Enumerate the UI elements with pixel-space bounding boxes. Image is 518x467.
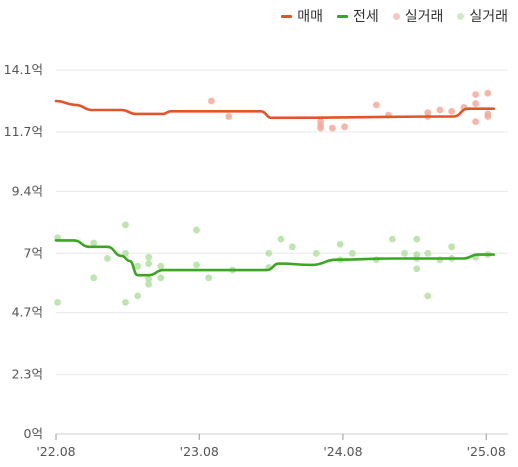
actual-trade-point <box>157 274 165 282</box>
actual-trade-point <box>145 280 153 288</box>
legend-jeonse-actual-swatch <box>457 12 465 20</box>
actual-trade-dots <box>54 89 492 306</box>
actual-trade-point <box>328 124 336 132</box>
actual-trade-point <box>436 106 444 114</box>
legend-jeonse-actual-label: 실거래 <box>469 9 508 25</box>
actual-trade-point <box>193 261 200 269</box>
legend-sale-swatch <box>281 14 293 18</box>
actual-trade-point <box>484 113 492 120</box>
x-tick-label: '24.08 <box>323 444 362 459</box>
y-tick-label: 4.7억 <box>12 305 43 320</box>
x-tick-label: '25.08 <box>467 444 506 459</box>
actual-trade-point <box>336 240 344 248</box>
chart-legend: 매매 전세 실거래 실거래 <box>281 6 508 26</box>
actual-trade-point <box>145 260 153 268</box>
actual-trade-point <box>401 249 408 257</box>
legend-jeonse-swatch <box>336 14 348 18</box>
y-axis-ticks: 0억 2.3억 4.7억 7억 9.4억 11.7억 14.1억 <box>4 62 43 441</box>
actual-trade-point <box>134 292 142 300</box>
actual-trade-point <box>472 118 480 126</box>
actual-trade-point <box>122 298 129 306</box>
actual-trade-point <box>389 235 396 243</box>
actual-trade-point <box>157 262 165 270</box>
actual-trade-point <box>122 249 129 257</box>
y-tick-label: 7억 <box>24 245 43 260</box>
actual-trade-point <box>348 249 356 257</box>
legend-jeonse-label: 전세 <box>352 9 379 25</box>
actual-trade-point <box>90 274 98 282</box>
actual-trade-point <box>317 124 324 132</box>
actual-trade-point <box>225 113 233 120</box>
actual-trade-point <box>54 298 61 306</box>
legend-item-sale[interactable]: 매매 <box>281 6 323 26</box>
actual-trade-point <box>208 97 215 105</box>
actual-trade-point <box>448 243 456 251</box>
actual-trade-point <box>104 255 111 262</box>
x-tick-label: '23.08 <box>180 444 219 459</box>
series-line-jeonse <box>54 239 495 277</box>
series-line-sale <box>54 99 495 120</box>
actual-trade-point <box>145 253 153 261</box>
actual-trade-point <box>193 226 200 234</box>
actual-trade-point <box>484 89 492 97</box>
actual-trade-point <box>90 239 98 247</box>
legend-item-sale-actual[interactable]: 실거래 <box>392 6 444 26</box>
legend-sale-actual-swatch <box>392 12 400 20</box>
actual-trade-point <box>288 243 296 251</box>
price-lines <box>54 99 495 277</box>
actual-trade-point <box>448 107 456 115</box>
y-tick-label: 11.7억 <box>4 124 43 139</box>
y-tick-label: 2.3억 <box>12 367 43 382</box>
x-tick-label: '22.08 <box>36 444 75 459</box>
actual-trade-point <box>134 262 142 270</box>
actual-trade-point <box>472 100 480 107</box>
actual-trade-point <box>205 274 213 282</box>
actual-trade-point <box>145 275 153 283</box>
actual-trade-point <box>341 123 348 131</box>
actual-trade-point <box>312 249 320 257</box>
y-tick-label: 0억 <box>24 426 43 441</box>
actual-trade-point <box>413 235 421 243</box>
actual-trade-point <box>265 249 273 257</box>
actual-trade-point <box>424 292 432 300</box>
actual-trade-point <box>277 235 285 243</box>
legend-item-jeonse-actual[interactable]: 실거래 <box>457 6 508 26</box>
actual-trade-point <box>472 91 480 98</box>
actual-trade-point <box>372 101 380 109</box>
actual-trade-point <box>413 265 421 273</box>
actual-trade-point <box>122 221 129 229</box>
legend-sale-label: 매매 <box>297 9 323 25</box>
y-tick-label: 9.4억 <box>12 183 43 198</box>
grid-layer <box>56 69 508 435</box>
y-tick-label: 14.1억 <box>4 62 43 77</box>
legend-sale-actual-label: 실거래 <box>404 9 444 25</box>
legend-item-jeonse[interactable]: 전세 <box>336 6 379 26</box>
actual-trade-point <box>424 249 432 257</box>
x-axis-ticks: '22.08 '23.08 '24.08 '25.08 <box>36 434 506 459</box>
